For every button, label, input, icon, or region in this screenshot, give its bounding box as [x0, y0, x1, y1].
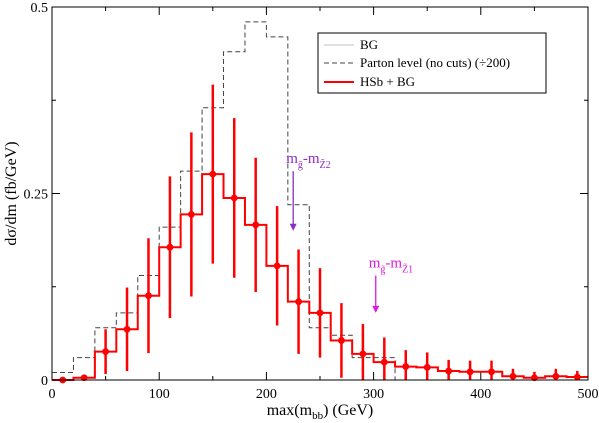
data-point: [145, 292, 152, 300]
y-tick-label: 0.25: [24, 188, 49, 203]
x-tick-label: 100: [149, 387, 170, 402]
legend-label-hsb: HSb + BG: [360, 74, 415, 89]
data-point: [166, 243, 174, 251]
y-tick-label: 0.5: [31, 1, 49, 16]
data-point: [316, 309, 324, 317]
parton-level-histogram: [52, 21, 588, 381]
x-tick-label: 400: [470, 387, 491, 402]
data-point: [531, 374, 538, 382]
data-point: [445, 367, 453, 375]
x-tick-label: 200: [256, 387, 277, 402]
y-tick-label: 0: [41, 374, 48, 389]
annotation-arrow-head: [372, 305, 380, 313]
hsb-bg-histogram: [52, 173, 588, 381]
data-point: [187, 210, 195, 218]
x-tick-label: 0: [49, 387, 56, 402]
annotation-label: mg̃-mZ̃1: [369, 256, 413, 276]
data-point: [123, 325, 131, 333]
legend-label-parton: Parton level (no cuts) (÷200): [360, 55, 510, 70]
data-point: [209, 170, 217, 178]
data-point: [338, 337, 345, 344]
data-point: [380, 358, 388, 366]
data-point: [509, 372, 517, 380]
data-point: [102, 348, 109, 356]
data-point: [273, 262, 281, 270]
legend-box: [317, 32, 547, 94]
parton-level-step-line: [52, 21, 588, 381]
data-point: [230, 194, 238, 202]
legend: BG Parton level (no cuts) (÷200) HSb + B…: [317, 32, 547, 94]
annotation-arrow-head: [289, 223, 297, 231]
data-point: [573, 373, 581, 381]
hsb-bg-step-line: [52, 173, 588, 381]
data-point: [423, 363, 431, 371]
data-point: [488, 368, 495, 376]
x-tick-label: 300: [363, 387, 384, 402]
data-point: [295, 298, 302, 306]
annotation-label: mg̃-mZ̃2: [286, 151, 330, 171]
data-point: [252, 221, 260, 229]
annotations: mg̃-mZ̃2 mg̃-mZ̃1: [286, 151, 413, 313]
hsb-bg-error-bars: [61, 84, 579, 380]
x-tick-label: 500: [578, 387, 599, 402]
plot-frame: [51, 6, 589, 381]
data-point: [402, 363, 410, 370]
data-point: [80, 374, 88, 382]
data-point: [359, 350, 367, 358]
legend-label-bg: BG: [360, 37, 378, 52]
y-tick-labels: 0 0.25 0.5: [24, 1, 49, 389]
y-axis-title: dσ/dm (fb/GeV): [3, 141, 20, 245]
x-axis-title: max(mbb) (GeV): [267, 402, 374, 422]
data-point: [552, 372, 560, 380]
data-point: [466, 368, 474, 376]
hsb-bg-points: [59, 170, 581, 384]
x-tick-labels: 0 100 200 300 400 500: [49, 387, 599, 402]
